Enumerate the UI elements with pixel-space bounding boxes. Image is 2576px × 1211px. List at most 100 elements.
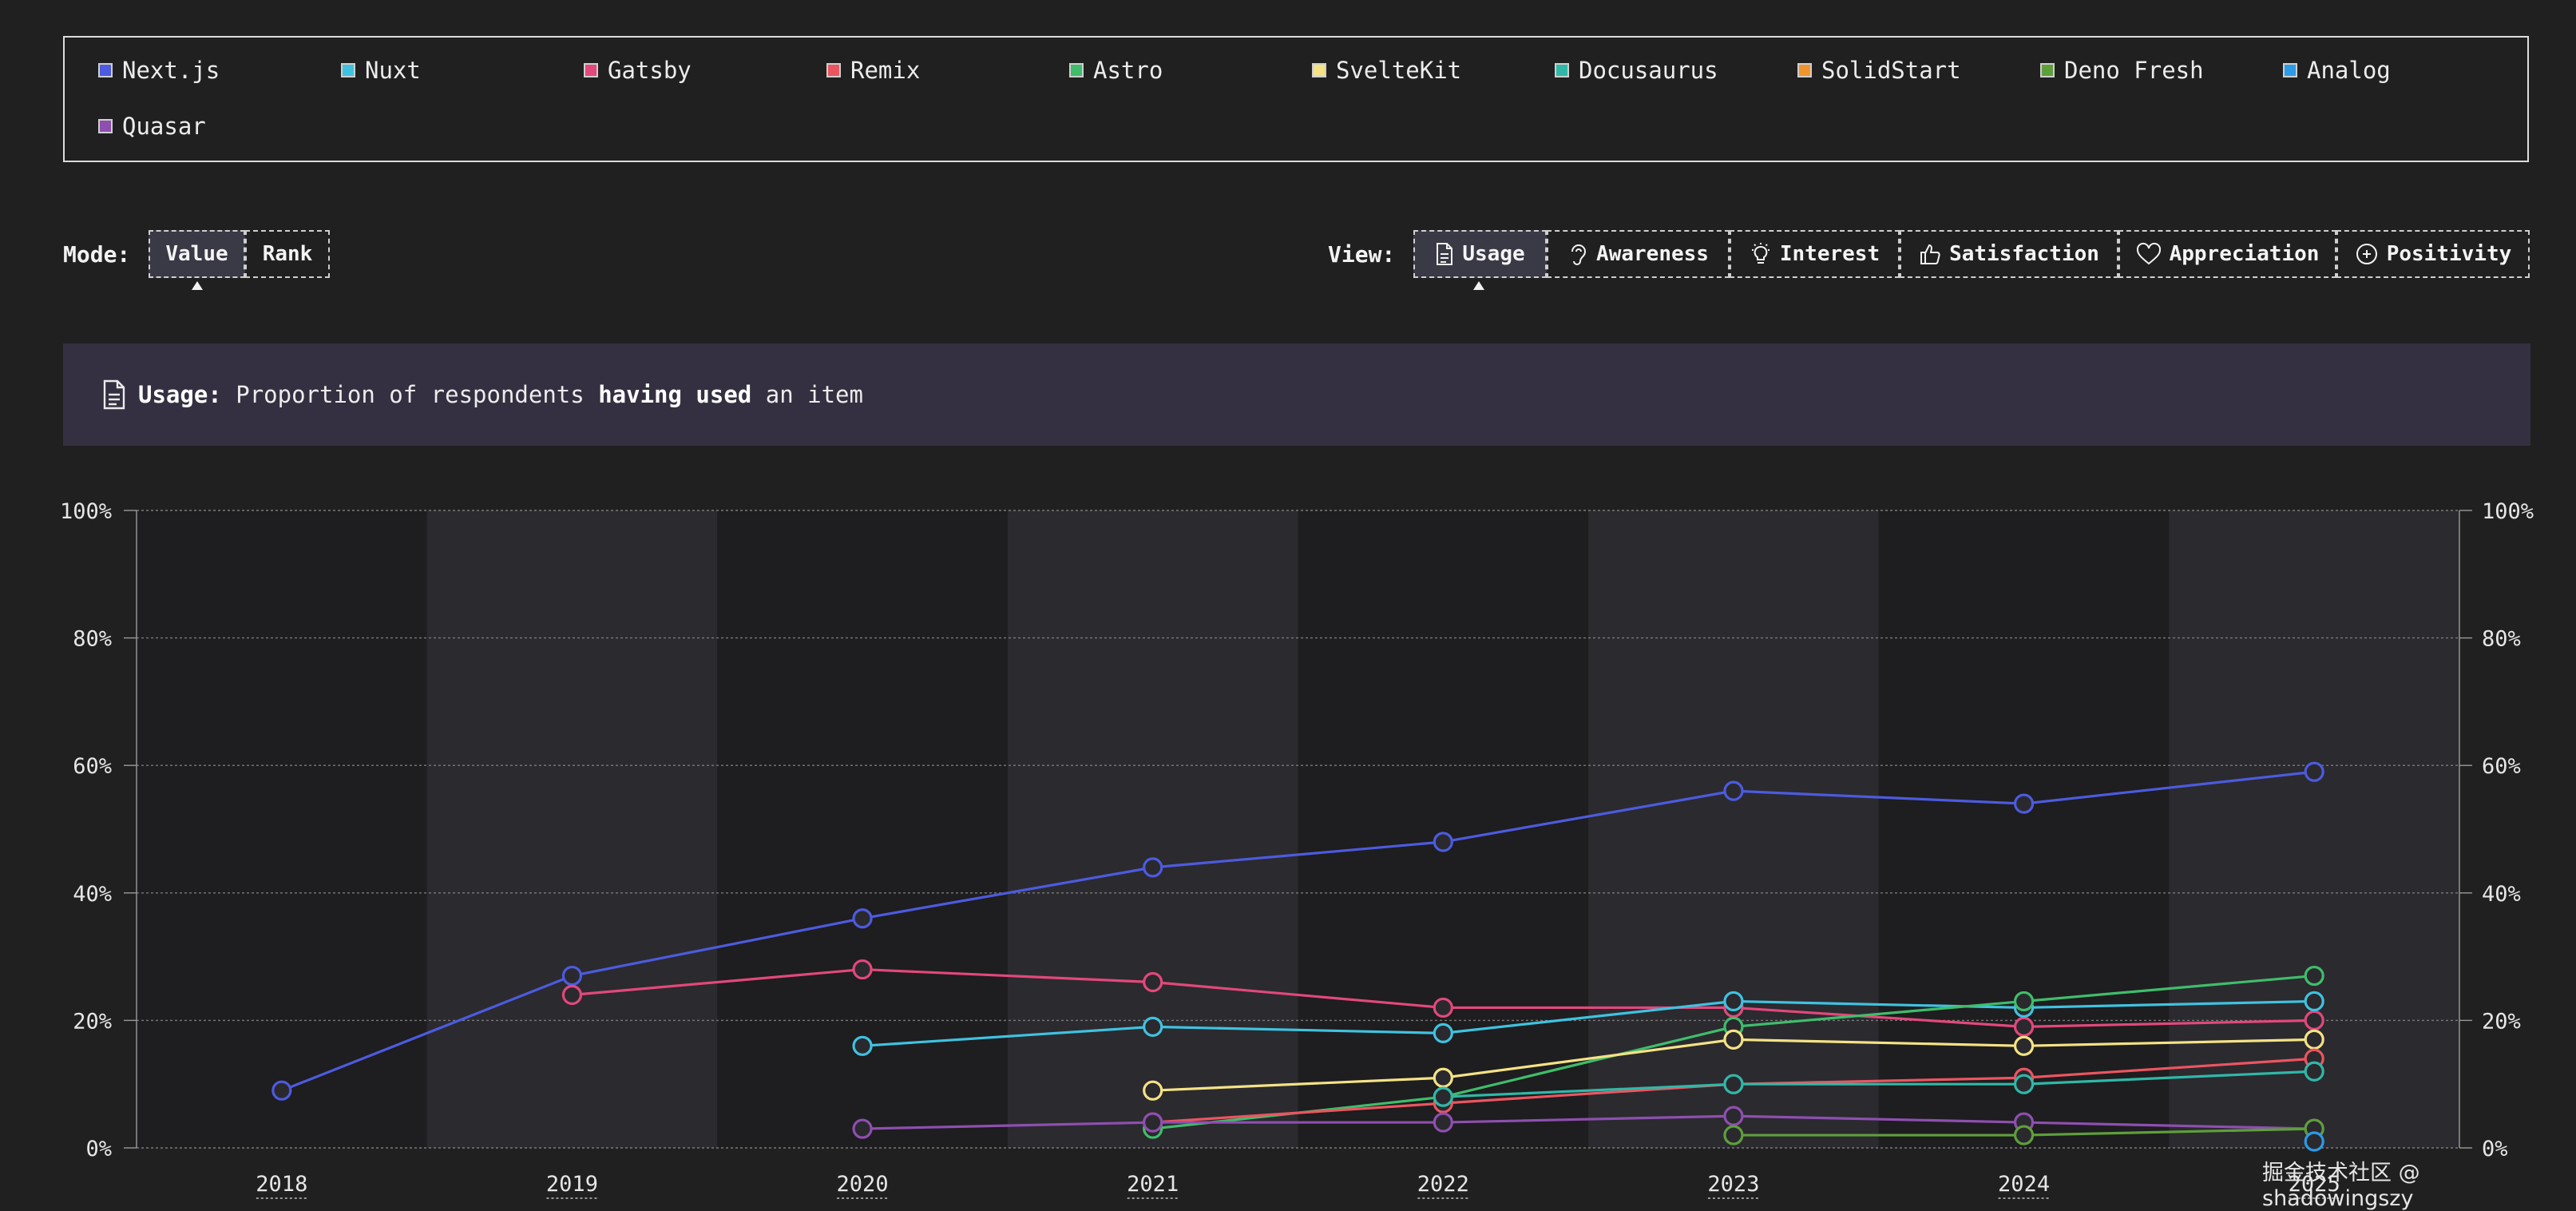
view-satisfaction-label: Satisfaction xyxy=(1949,242,2099,266)
legend-swatch xyxy=(2283,63,2297,77)
ear-icon xyxy=(1571,244,1587,265)
legend-item-analog[interactable]: Analog xyxy=(2283,57,2391,84)
data-point-analog xyxy=(2304,1131,2324,1152)
legend-item-next-js[interactable]: Next.js xyxy=(98,57,220,84)
legend-item-gatsby[interactable]: Gatsby xyxy=(584,57,692,84)
data-point-next-js xyxy=(1723,780,1744,801)
data-point-gatsby xyxy=(2013,1016,2035,1037)
year-band-2021 xyxy=(1007,510,1298,1148)
legend-item-solidstart[interactable]: SolidStart xyxy=(1797,57,1961,84)
year-band-2022 xyxy=(1298,510,1589,1148)
legend-label: Deno Fresh xyxy=(2064,57,2204,84)
data-point-nuxt xyxy=(2304,991,2324,1012)
legend-label: Next.js xyxy=(122,57,220,84)
data-point-next-js xyxy=(271,1080,292,1101)
description-title: Usage: xyxy=(138,381,222,408)
description-text-after: an item xyxy=(765,381,863,408)
legend-swatch xyxy=(584,63,598,77)
y-tick-label-right: 40% xyxy=(2482,882,2521,907)
data-point-quasar xyxy=(852,1118,873,1139)
legend-label: Gatsby xyxy=(608,57,692,84)
data-point-next-js xyxy=(2304,761,2324,782)
legend-swatch xyxy=(2040,63,2055,77)
legend-item-quasar[interactable]: Quasar xyxy=(98,113,206,140)
legend-swatch xyxy=(1555,63,1569,77)
view-awareness-button[interactable]: Awareness xyxy=(1547,230,1730,278)
heart-icon xyxy=(2136,242,2161,265)
view-usage-button[interactable]: Usage xyxy=(1413,230,1547,278)
legend-label: SvelteKit xyxy=(1336,57,1462,84)
legend-item-astro[interactable]: Astro xyxy=(1069,57,1163,84)
legend: Next.js Nuxt Gatsby Remix Astro SvelteKit Docu… xyxy=(63,36,2529,162)
data-point-quasar xyxy=(1433,1112,1453,1133)
y-tick-label-right: 80% xyxy=(2482,627,2521,652)
mode-active-indicator xyxy=(192,281,203,290)
view-satisfaction-button[interactable]: Satisfaction xyxy=(1900,230,2118,278)
description-text-before: Proportion of respondents xyxy=(236,381,585,408)
series-line-next-js xyxy=(281,770,2315,1092)
view-interest-button[interactable]: Interest xyxy=(1730,230,1900,278)
thumbs-up-icon xyxy=(1920,244,1940,264)
view-active-indicator xyxy=(1473,281,1484,290)
data-point-gatsby xyxy=(561,984,583,1006)
legend-item-remix[interactable]: Remix xyxy=(826,57,920,84)
legend-swatch xyxy=(1069,63,1084,77)
series-line-nuxt xyxy=(862,999,2315,1047)
year-band-2018 xyxy=(137,510,427,1148)
data-point-nuxt xyxy=(1143,1016,1163,1037)
mode-value-button[interactable]: Value xyxy=(149,230,245,278)
data-point-sveltekit xyxy=(2013,1035,2035,1056)
y-tick-label-right: 60% xyxy=(2482,754,2521,779)
data-point-sveltekit xyxy=(1723,1029,1744,1050)
year-band-2019 xyxy=(426,510,718,1148)
data-point-docusaurus xyxy=(2013,1074,2035,1094)
data-point-nuxt xyxy=(852,1035,873,1056)
data-point-sveltekit xyxy=(1143,1080,1163,1101)
legend-item-deno-fresh[interactable]: Deno Fresh xyxy=(2040,57,2204,84)
legend-item-nuxt[interactable]: Nuxt xyxy=(341,57,421,84)
data-point-gatsby xyxy=(1143,971,1163,993)
lightbulb-icon xyxy=(1751,243,1770,264)
data-point-quasar xyxy=(1143,1112,1163,1133)
data-point-next-js xyxy=(852,908,873,929)
data-point-sveltekit xyxy=(1433,1067,1453,1088)
data-point-next-js xyxy=(1143,857,1163,878)
view-usage-label: Usage xyxy=(1462,242,1525,266)
data-point-nuxt xyxy=(1723,991,1744,1012)
legend-item-docusaurus[interactable]: Docusaurus xyxy=(1555,57,1718,84)
view-interest-label: Interest xyxy=(1779,242,1880,266)
legend-item-sveltekit[interactable]: SvelteKit xyxy=(1312,57,1461,84)
view-awareness-label: Awareness xyxy=(1596,242,1709,266)
data-point-next-js xyxy=(1433,832,1453,852)
x-tick-label: 2018 xyxy=(256,1172,307,1197)
data-point-docusaurus xyxy=(1723,1074,1744,1094)
view-positivity-label: Positivity xyxy=(2386,242,2512,266)
data-point-sveltekit xyxy=(2304,1029,2324,1050)
mode-label: Mode: xyxy=(63,241,131,268)
x-tick-label: 2022 xyxy=(1417,1172,1469,1197)
document-icon xyxy=(103,379,125,410)
data-point-docusaurus xyxy=(2304,1061,2324,1082)
data-point-nuxt xyxy=(1433,1022,1453,1043)
legend-label: Remix xyxy=(850,57,921,84)
view-appreciation-button[interactable]: Appreciation xyxy=(2118,230,2336,278)
y-tick-label: 100% xyxy=(60,499,112,524)
watermark: 掘金技术社区 @ shadowingszy xyxy=(2262,1161,2420,1211)
metric-description: Usage: Proportion of respondents having … xyxy=(63,343,2530,446)
x-tick-label: 2020 xyxy=(837,1172,889,1197)
data-point-docusaurus xyxy=(1433,1086,1453,1107)
y-tick-label-right: 0% xyxy=(2482,1137,2508,1161)
series-line-docusaurus xyxy=(1443,1070,2315,1098)
mode-rank-button[interactable]: Rank xyxy=(245,230,330,278)
description-bold: having used xyxy=(598,381,752,408)
legend-swatch xyxy=(1797,63,1812,77)
data-point-astro xyxy=(2013,991,2035,1012)
legend-swatch xyxy=(98,119,113,133)
view-positivity-button[interactable]: Positivity xyxy=(2336,230,2530,278)
y-tick-label: 0% xyxy=(85,1137,112,1161)
series-line-quasar xyxy=(862,1114,2315,1130)
legend-swatch xyxy=(98,63,113,77)
x-tick-label: 2019 xyxy=(546,1172,598,1197)
plus-circle-icon xyxy=(2356,244,2377,264)
legend-label: Quasar xyxy=(122,113,206,140)
